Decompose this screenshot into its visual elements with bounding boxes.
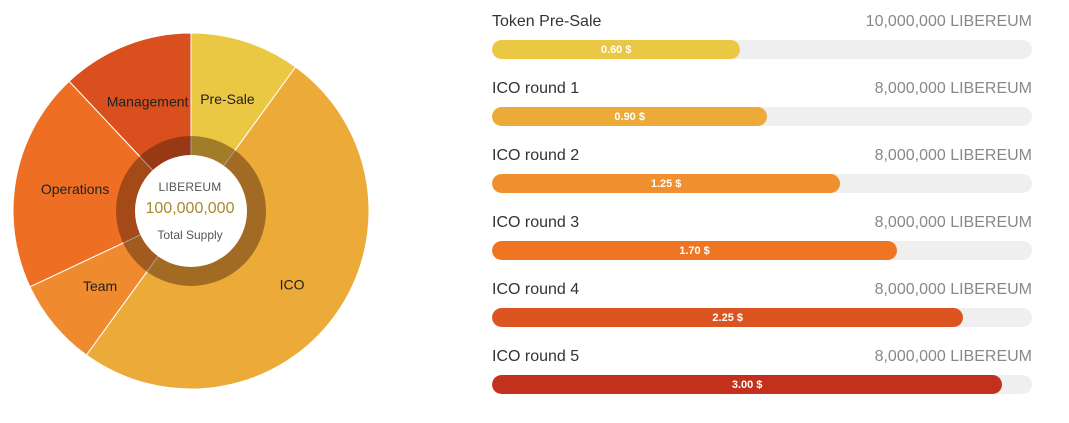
sale-round-row: ICO round 5 8,000,000 LIBEREUM 3.00 $ [492,348,1032,398]
sale-round-header: Token Pre-Sale 10,000,000 LIBEREUM [492,13,1032,37]
sale-round-row: ICO round 4 8,000,000 LIBEREUM 2.25 $ [492,281,1032,331]
slice-label-ico: ICO [280,276,305,292]
sale-round-name: ICO round 4 [492,281,580,298]
slice-operations [12,80,192,288]
sale-round-name: Token Pre-Sale [492,13,602,30]
sale-round-header: ICO round 5 8,000,000 LIBEREUM [492,348,1032,372]
sale-round-price-bar: 0.90 $ [492,107,768,126]
sale-round-price-label: 3.00 $ [731,378,763,391]
center-total-value: 100,000,000 [145,200,235,217]
sale-round-amount: 8,000,000 LIBEREUM [874,147,1032,164]
sale-round-row: ICO round 2 8,000,000 LIBEREUM 1.25 $ [492,147,1032,197]
sale-round-progress-track: 2.25 $ [492,308,1032,327]
donut-chart-svg: Pre-Sale ICO Team Operations Management [12,32,370,390]
sale-round-amount: 8,000,000 LIBEREUM [874,80,1032,97]
sale-round-progress-track: 1.70 $ [492,241,1032,260]
sale-round-price-label: 1.70 $ [679,244,710,257]
sale-round-price-bar: 1.25 $ [492,174,841,193]
sale-round-row: ICO round 1 8,000,000 LIBEREUM 0.90 $ [492,80,1032,130]
center-token-name: LIBEREUM [158,180,222,194]
center-total-label: Total Supply [157,228,223,242]
sale-round-header: ICO round 3 8,000,000 LIBEREUM [492,214,1032,238]
sale-round-progress-track: 0.90 $ [492,107,1032,126]
sale-round-header: ICO round 4 8,000,000 LIBEREUM [492,281,1032,305]
sale-round-amount: 10,000,000 LIBEREUM [865,13,1032,30]
sale-round-name: ICO round 1 [492,80,580,97]
donut-hole [135,155,247,267]
sale-round-progress-track: 3.00 $ [492,375,1032,394]
sale-round-price-bar: 1.70 $ [492,241,897,260]
sale-round-name: ICO round 2 [492,147,580,164]
sale-round-price-bar: 2.25 $ [492,308,964,327]
slice-label-team: Team [83,278,117,294]
slice-label-management: Management [107,93,189,109]
sale-round-row: Token Pre-Sale 10,000,000 LIBEREUM 0.60 $ [492,13,1032,63]
sale-round-price-bar: 0.60 $ [492,40,741,59]
sale-round-price-bar: 3.00 $ [492,375,1003,394]
sale-round-price-label: 0.60 $ [600,43,632,56]
sale-round-amount: 8,000,000 LIBEREUM [874,214,1032,231]
sale-round-amount: 8,000,000 LIBEREUM [874,348,1032,365]
sale-round-name: ICO round 5 [492,348,580,365]
slice-label-pre-sale: Pre-Sale [200,91,255,107]
sale-round-price-label: 2.25 $ [712,311,743,324]
sale-round-price-label: 1.25 $ [650,177,682,190]
sale-round-price-label: 0.90 $ [614,110,645,123]
token-distribution-donut: Pre-Sale ICO Team Operations Management LIBE… [0,0,400,423]
sale-round-row: ICO round 3 8,000,000 LIBEREUM 1.70 $ [492,214,1032,264]
sale-round-header: ICO round 2 8,000,000 LIBEREUM [492,147,1032,171]
sale-round-progress-track: 1.25 $ [492,174,1032,193]
slice-label-operations: Operations [41,181,109,197]
sale-round-progress-track: 0.60 $ [492,40,1032,59]
sale-round-name: ICO round 3 [492,214,580,231]
sale-round-header: ICO round 1 8,000,000 LIBEREUM [492,80,1032,104]
sale-round-amount: 8,000,000 LIBEREUM [874,281,1032,298]
